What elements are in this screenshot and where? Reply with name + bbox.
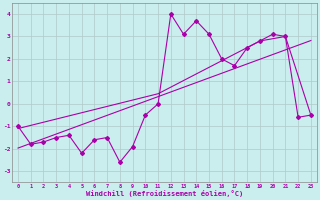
X-axis label: Windchill (Refroidissement éolien,°C): Windchill (Refroidissement éolien,°C) xyxy=(86,190,243,197)
